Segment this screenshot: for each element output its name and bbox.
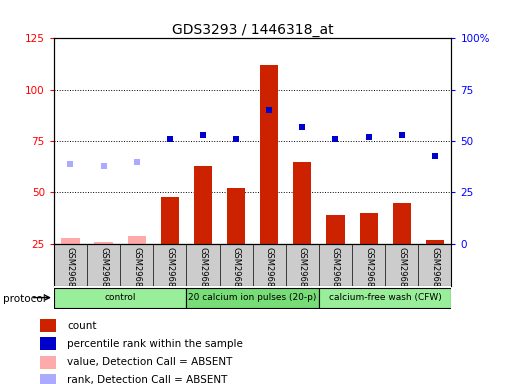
Text: GSM296823: GSM296823 [364, 247, 373, 298]
Text: value, Detection Call = ABSENT: value, Detection Call = ABSENT [67, 357, 232, 367]
Bar [194, 166, 212, 244]
Text: GSM296825: GSM296825 [430, 247, 439, 298]
Bar [161, 197, 179, 244]
Text: count: count [67, 321, 97, 331]
Text: percentile rank within the sample: percentile rank within the sample [67, 339, 243, 349]
Bar [360, 213, 378, 244]
Bar [392, 203, 411, 244]
Bar [40, 319, 56, 332]
Bar [319, 288, 451, 308]
Bar [293, 162, 311, 244]
Text: GSM296814: GSM296814 [66, 247, 75, 298]
Bar [40, 337, 56, 351]
Text: GSM296820: GSM296820 [265, 247, 274, 298]
Bar [40, 374, 56, 384]
Text: GSM296818: GSM296818 [199, 247, 207, 298]
Bar [54, 288, 186, 308]
Text: GSM296817: GSM296817 [165, 247, 174, 298]
Text: protocol: protocol [3, 294, 45, 304]
Text: GSM296821: GSM296821 [298, 247, 307, 298]
Bar [260, 65, 279, 244]
Text: GSM296816: GSM296816 [132, 247, 141, 298]
Text: 20 calcium ion pulses (20-p): 20 calcium ion pulses (20-p) [188, 293, 317, 302]
Bar [128, 236, 146, 244]
Text: control: control [104, 293, 136, 302]
Text: calcium-free wash (CFW): calcium-free wash (CFW) [329, 293, 442, 302]
Title: GDS3293 / 1446318_at: GDS3293 / 1446318_at [172, 23, 333, 37]
Bar [326, 215, 345, 244]
Bar [186, 288, 319, 308]
Text: GSM296822: GSM296822 [331, 247, 340, 298]
Bar [40, 356, 56, 369]
Bar [227, 189, 245, 244]
Bar [62, 238, 80, 244]
Text: GSM296824: GSM296824 [397, 247, 406, 298]
Bar [94, 242, 113, 244]
Text: GSM296815: GSM296815 [99, 247, 108, 298]
Bar [426, 240, 444, 244]
Text: GSM296819: GSM296819 [231, 247, 241, 298]
Text: rank, Detection Call = ABSENT: rank, Detection Call = ABSENT [67, 375, 228, 384]
